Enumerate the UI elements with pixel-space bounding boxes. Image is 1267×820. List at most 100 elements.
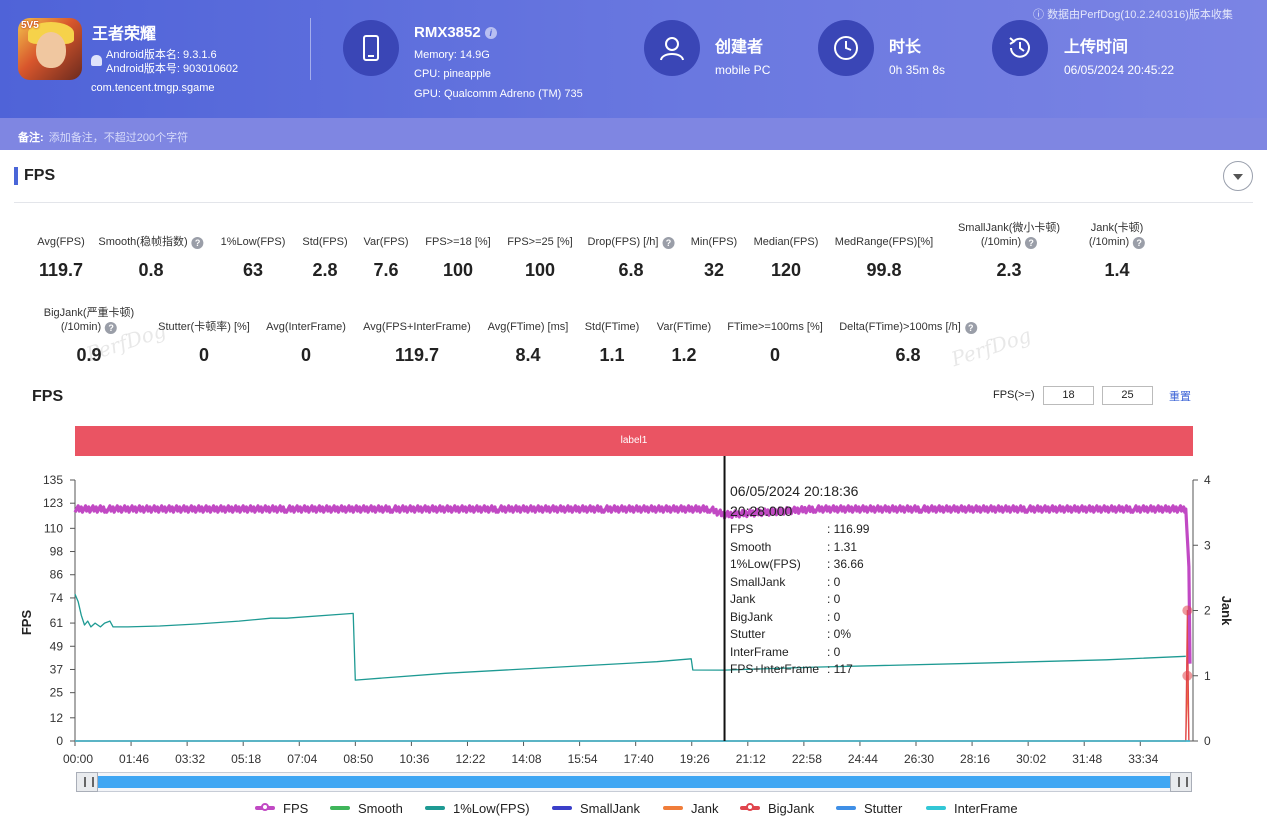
metric-label-text: Delta(FTime)>100ms [/h] (839, 321, 961, 333)
metric-value: 1.1 (599, 345, 625, 365)
duration-value: 0h 35m 8s (889, 63, 946, 77)
tooltip-key: FPS (730, 522, 754, 536)
metric-label-text: Min(FPS) (690, 236, 738, 248)
reset-button[interactable]: 重置 (1169, 391, 1191, 403)
metric-label-text: Std(FTime) (584, 321, 640, 333)
info-icon[interactable]: i (484, 27, 497, 39)
legend-label: Jank (691, 801, 719, 816)
x-tick-label: 10:36 (399, 752, 429, 766)
metric-label-text: Avg(FPS+InterFrame) (363, 321, 471, 333)
legend-label: SmallJank (580, 801, 640, 816)
upload-label: 上传时间 (1064, 39, 1129, 56)
metric-label: Avg(FTime) [ms] (488, 320, 569, 334)
x-tick-label: 08:50 (343, 752, 373, 766)
metric-label: Avg(FPS) (37, 235, 84, 249)
y-right-tick-label: 2 (1204, 604, 1211, 618)
help-icon[interactable]: ? (105, 322, 118, 334)
legend-item[interactable]: Stutter (836, 801, 902, 816)
metric-label-text: 1%Low(FPS) (220, 236, 286, 248)
x-tick-label: 21:12 (736, 752, 766, 766)
metric-value: 100 (524, 260, 556, 280)
tooltip-key: FPS+InterFrame (730, 662, 820, 676)
series-jank (75, 675, 1190, 742)
android-version-name: Android版本名: 9.3.1.6 (106, 49, 217, 61)
y-left-tick-label: 61 (50, 616, 64, 630)
metric-label-text: FPS>=25 [%] (507, 236, 573, 248)
metric-label-text: Smooth(稳帧指数) (98, 236, 188, 248)
x-tick-label: 15:54 (568, 752, 598, 766)
help-icon[interactable]: ? (662, 237, 675, 249)
metric-label-text: BigJank(严重卡顿) (43, 307, 135, 319)
metric-value: 120 (770, 260, 802, 280)
legend-label: 1%Low(FPS) (453, 801, 530, 816)
tooltip-row: Jank: 0 (730, 591, 869, 609)
y-left-tick-label: 37 (50, 662, 64, 676)
help-icon[interactable]: ? (191, 237, 204, 249)
legend-item[interactable]: Jank (663, 801, 718, 816)
android-version-code: Android版本号: 903010602 (106, 63, 239, 75)
section-divider (14, 202, 1253, 203)
y-left-tick-label: 25 (50, 686, 64, 700)
metric-value: 2.3 (996, 260, 1022, 280)
bigjank-marker (1182, 670, 1193, 681)
metric-value: 119.7 (38, 260, 84, 280)
app-badge: 5V5 (21, 20, 39, 31)
note-input[interactable]: 添加备注，不超过200个字符 (48, 132, 189, 144)
tooltip-key: Smooth (730, 539, 772, 554)
metric-label-text: Avg(InterFrame) (266, 321, 346, 333)
chart-tooltip: 06/05/2024 20:18:36 20:28.000 FPS: 116.9… (730, 481, 869, 679)
tooltip-key: 1%Low(FPS) (730, 557, 801, 571)
tooltip-elapsed: 20:28.000 (730, 503, 793, 519)
creator-value: mobile PC (715, 63, 771, 77)
metric-label: Stutter(卡顿率) [%] (158, 320, 250, 334)
metric-value: 0 (198, 345, 210, 365)
help-icon[interactable]: ? (964, 322, 977, 334)
tooltip-value: : 1.31 (827, 539, 858, 554)
y-left-tick-label: 135 (43, 473, 63, 487)
duration-label: 时长 (889, 39, 922, 56)
legend-item[interactable]: FPS (255, 801, 308, 816)
slider-range (87, 776, 1181, 788)
label-band[interactable]: label1 (75, 426, 1193, 456)
tooltip-value: : 36.66 (827, 557, 864, 571)
legend-item[interactable]: Smooth (330, 801, 403, 816)
metric-label-text: SmallJank(微小卡顿) (957, 222, 1061, 234)
legend-item[interactable]: 1%Low(FPS) (425, 801, 530, 816)
jank-marker (1182, 605, 1193, 616)
tooltip-key: Jank (730, 592, 756, 606)
x-tick-label: 22:58 (792, 752, 822, 766)
y-left-tick-label: 74 (50, 591, 64, 605)
slider-right-handle[interactable] (1170, 772, 1192, 792)
collapse-chevron-icon[interactable] (1223, 161, 1253, 191)
device-memory: Memory: 14.9G (414, 49, 490, 61)
legend-item[interactable]: SmallJank (552, 801, 640, 816)
tooltip-key: Stutter (730, 627, 766, 641)
metric-value: 32 (703, 260, 725, 280)
fps-threshold-input-2[interactable]: 25 (1102, 386, 1153, 405)
device-cpu: CPU: pineapple (414, 68, 492, 80)
help-icon[interactable]: ? (1133, 237, 1146, 249)
metric-label: Jank(卡顿) (/10min)? (1089, 221, 1146, 249)
legend-item[interactable]: BigJank (740, 801, 814, 816)
user-icon (644, 20, 700, 76)
tooltip-key: BigJank (730, 609, 773, 624)
y-axis-left-title: FPS (19, 610, 34, 636)
tooltip-key: InterFrame (730, 644, 789, 659)
chart-title: FPS (32, 388, 64, 405)
metric-label: SmallJank(微小卡顿) (/10min)? (958, 221, 1060, 249)
tooltip-key: SmallJank (730, 574, 786, 589)
note-bar[interactable]: 备注: 添加备注，不超过200个字符 (0, 118, 1267, 150)
tooltip-datetime: 06/05/2024 20:18:36 (730, 483, 859, 499)
fps-threshold-input-1[interactable]: 18 (1043, 386, 1094, 405)
time-range-slider[interactable] (76, 772, 1192, 792)
help-icon[interactable]: ? (1025, 237, 1038, 249)
divider (310, 18, 311, 80)
tooltip-value: : 117 (827, 662, 853, 676)
slider-left-handle[interactable] (76, 772, 98, 792)
legend-swatch (330, 806, 350, 810)
x-tick-label: 12:22 (455, 752, 485, 766)
legend-item[interactable]: InterFrame (926, 801, 1018, 816)
metric-label: Var(FTime) (657, 320, 711, 334)
metric-label-unit: (/10min) (980, 236, 1022, 248)
metric-label-text: Drop(FPS) [/h] (587, 236, 659, 248)
